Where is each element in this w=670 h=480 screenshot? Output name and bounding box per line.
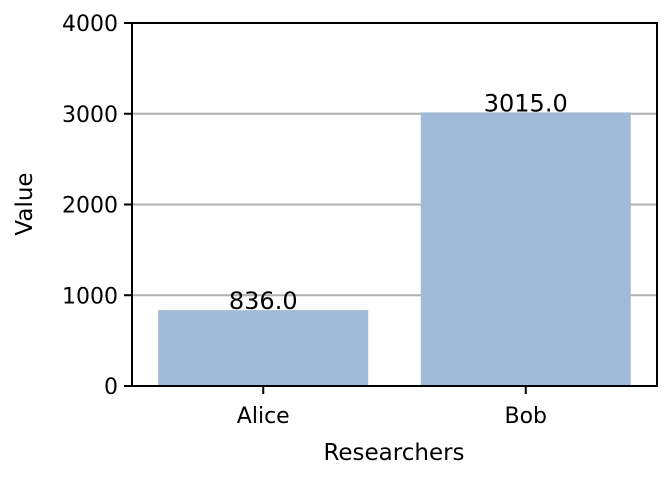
y-axis-title: Value <box>12 172 38 235</box>
x-tick-label-bob: Bob <box>504 404 547 429</box>
data-labels: 836.0 3015.0 <box>229 89 568 315</box>
bar-bob <box>420 112 631 387</box>
data-label-bob: 3015.0 <box>484 89 568 117</box>
axes <box>124 22 658 394</box>
y-tick-label-4000: 4000 <box>62 12 118 37</box>
x-tick-label-alice: Alice <box>237 404 290 429</box>
tick-labels: Alice Bob 0 1000 2000 3000 4000 <box>62 12 547 429</box>
x-axis-title: Researchers <box>323 440 464 466</box>
y-tick-label-1000: 1000 <box>62 284 118 309</box>
y-tick-label-3000: 3000 <box>62 103 118 128</box>
y-tick-label-2000: 2000 <box>62 194 118 219</box>
bars <box>158 112 631 387</box>
bar-alice <box>158 310 369 386</box>
y-tick-label-0: 0 <box>104 375 118 400</box>
data-label-alice: 836.0 <box>229 287 298 315</box>
